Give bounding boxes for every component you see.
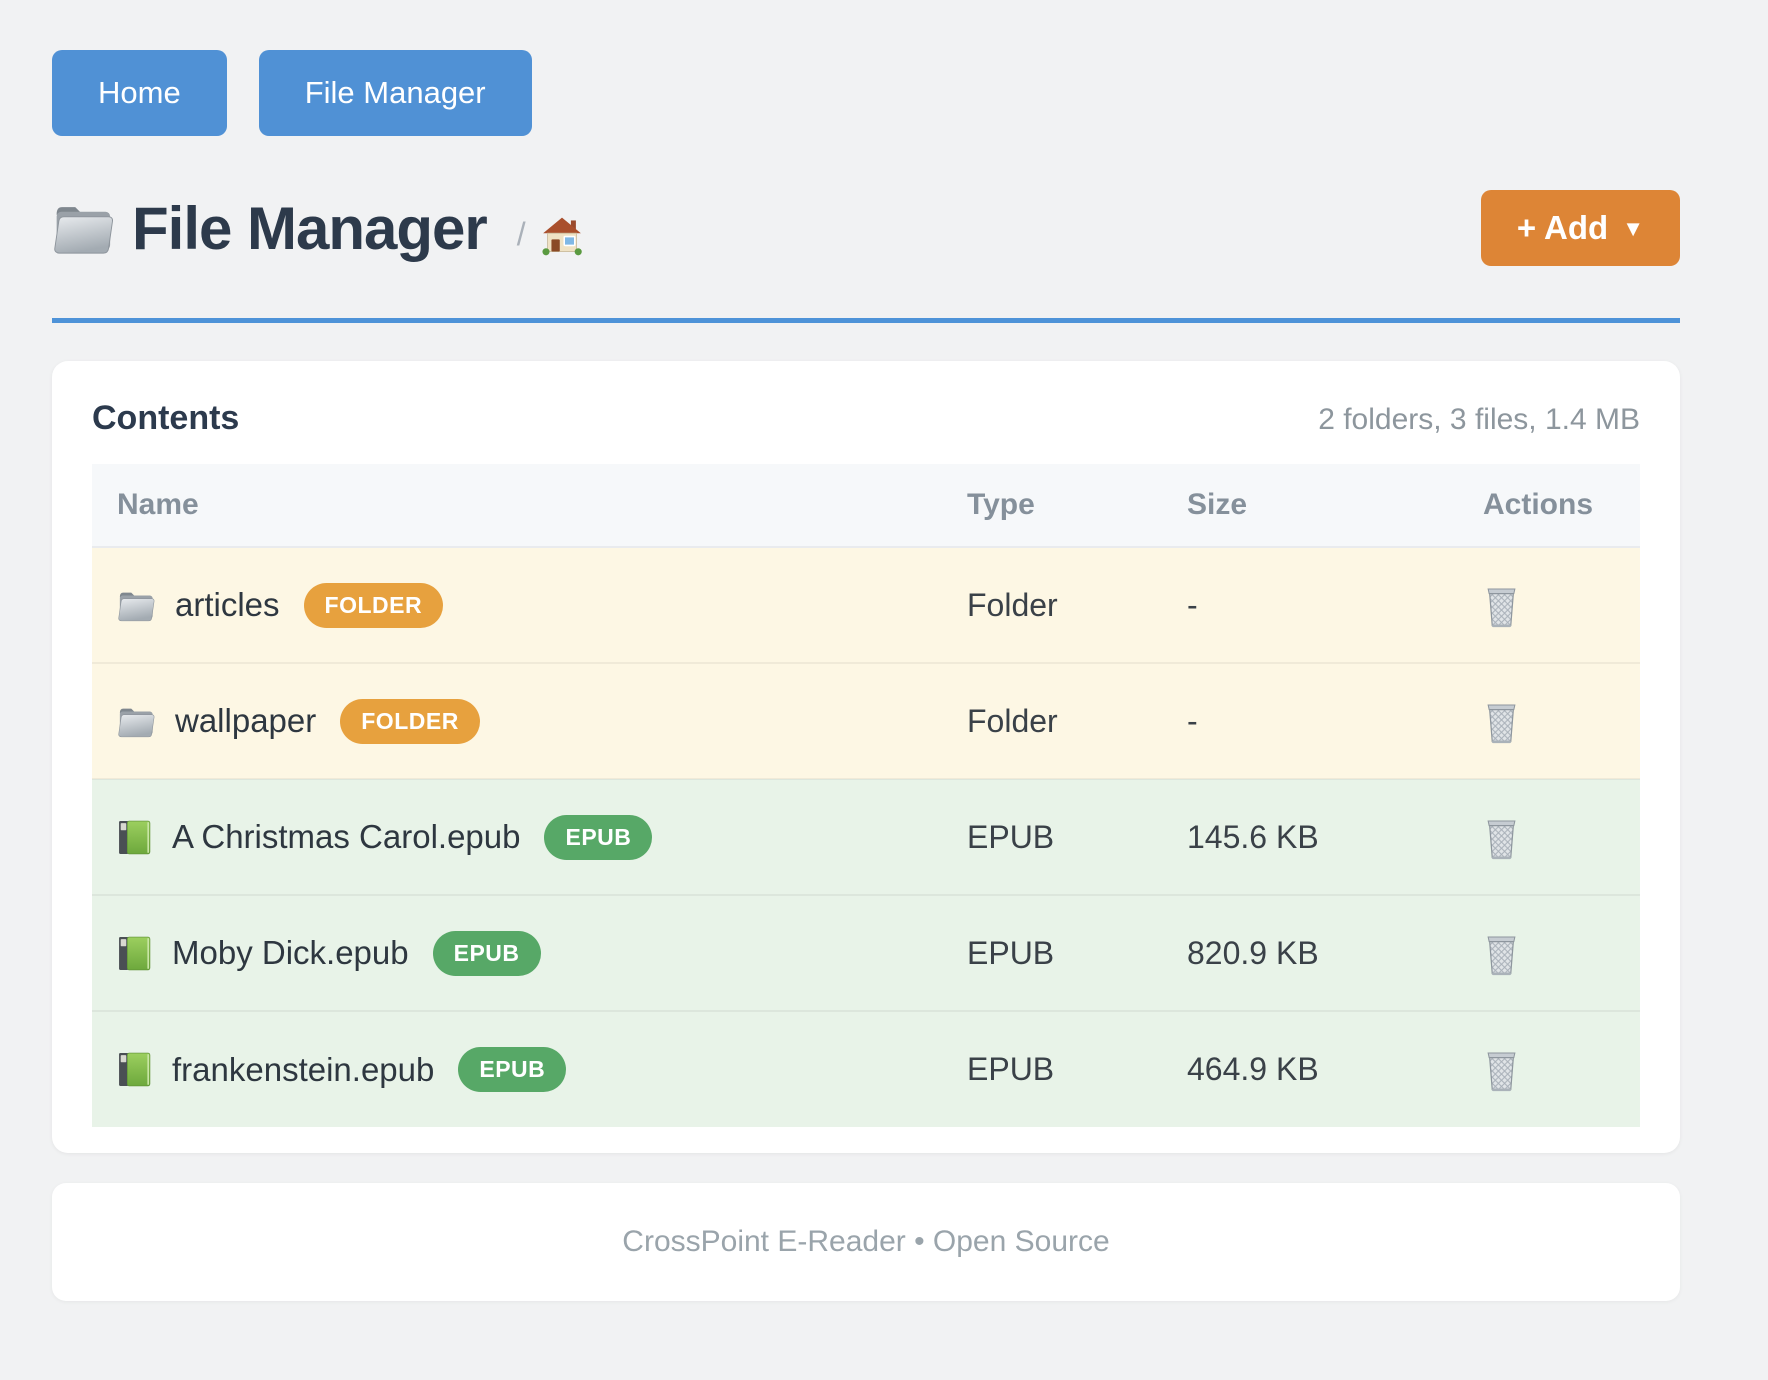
house-icon[interactable]: [542, 216, 582, 256]
item-size: 820.9 KB: [1162, 894, 1458, 1011]
breadcrumb: File Manager /: [52, 194, 582, 263]
item-type: Folder: [942, 547, 1162, 663]
item-name[interactable]: articles: [175, 586, 280, 623]
breadcrumb-separator: /: [516, 215, 526, 252]
folder-icon: [117, 589, 155, 622]
type-badge: EPUB: [432, 930, 541, 976]
column-header-type: Type: [942, 464, 1162, 548]
footer: CrossPoint E-Reader • Open Source: [52, 1183, 1680, 1301]
table-row[interactable]: articles FOLDER Folder -: [92, 547, 1640, 663]
table-row[interactable]: frankenstein.epub EPUB EPUB 464.9 KB: [92, 1010, 1640, 1127]
page-header: File Manager / + Add ▼: [52, 190, 1680, 266]
home-button[interactable]: Home: [52, 50, 227, 136]
contents-card-header: Contents 2 folders, 3 files, 1.4 MB: [92, 399, 1640, 438]
file-manager-button[interactable]: File Manager: [258, 50, 532, 136]
contents-heading: Contents: [92, 399, 240, 437]
type-badge: FOLDER: [303, 582, 444, 628]
trash-icon: [1483, 1049, 1520, 1093]
delete-button[interactable]: [1483, 817, 1520, 861]
add-button-label: + Add: [1516, 209, 1609, 246]
folder-icon: [52, 201, 114, 255]
column-header-actions: Actions: [1458, 464, 1640, 548]
table-row[interactable]: A Christmas Carol.epub EPUB EPUB 145.6 K…: [92, 778, 1640, 895]
folder-icon: [117, 705, 155, 738]
trash-icon: [1483, 933, 1520, 977]
add-button[interactable]: + Add ▼: [1480, 190, 1680, 266]
item-type: Folder: [942, 662, 1162, 779]
type-badge: EPUB: [458, 1047, 567, 1092]
contents-summary: 2 folders, 3 files, 1.4 MB: [1318, 403, 1640, 436]
delete-button[interactable]: [1483, 1049, 1520, 1093]
item-size: -: [1162, 547, 1458, 663]
item-type: EPUB: [942, 778, 1162, 895]
item-size: 464.9 KB: [1162, 1010, 1458, 1127]
page: Home File Manager File Manager / + Add ▼…: [52, 0, 1680, 1301]
trash-icon: [1483, 585, 1520, 629]
delete-button[interactable]: [1483, 585, 1520, 629]
green-book-icon: [117, 936, 152, 971]
contents-card: Contents 2 folders, 3 files, 1.4 MB Name…: [52, 361, 1680, 1153]
type-badge: FOLDER: [340, 698, 480, 744]
table-row[interactable]: wallpaper FOLDER Folder -: [92, 662, 1640, 779]
file-table: Name Type Size Actions articles FOLDER: [92, 464, 1640, 1127]
item-name[interactable]: A Christmas Carol.epub: [172, 818, 521, 855]
footer-text: CrossPoint E-Reader • Open Source: [622, 1225, 1110, 1258]
column-header-name: Name: [92, 464, 942, 548]
table-header-row: Name Type Size Actions: [92, 464, 1640, 548]
item-size: 145.6 KB: [1162, 778, 1458, 895]
trash-icon: [1483, 701, 1520, 745]
trash-icon: [1483, 817, 1520, 861]
green-book-icon: [117, 820, 152, 855]
top-nav: Home File Manager: [52, 0, 1680, 136]
item-name[interactable]: frankenstein.epub: [172, 1050, 435, 1088]
type-badge: EPUB: [544, 814, 653, 860]
page-title: File Manager: [132, 194, 488, 262]
delete-button[interactable]: [1483, 701, 1520, 745]
item-name[interactable]: Moby Dick.epub: [172, 934, 409, 971]
item-name[interactable]: wallpaper: [175, 702, 317, 739]
delete-button[interactable]: [1483, 933, 1520, 977]
item-size: -: [1162, 662, 1458, 779]
item-type: EPUB: [942, 1010, 1162, 1127]
item-type: EPUB: [942, 894, 1162, 1011]
divider: [52, 318, 1680, 323]
column-header-size: Size: [1162, 464, 1458, 548]
green-book-icon: [117, 1052, 152, 1087]
chevron-down-icon: ▼: [1622, 216, 1644, 241]
table-row[interactable]: Moby Dick.epub EPUB EPUB 820.9 KB: [92, 894, 1640, 1011]
